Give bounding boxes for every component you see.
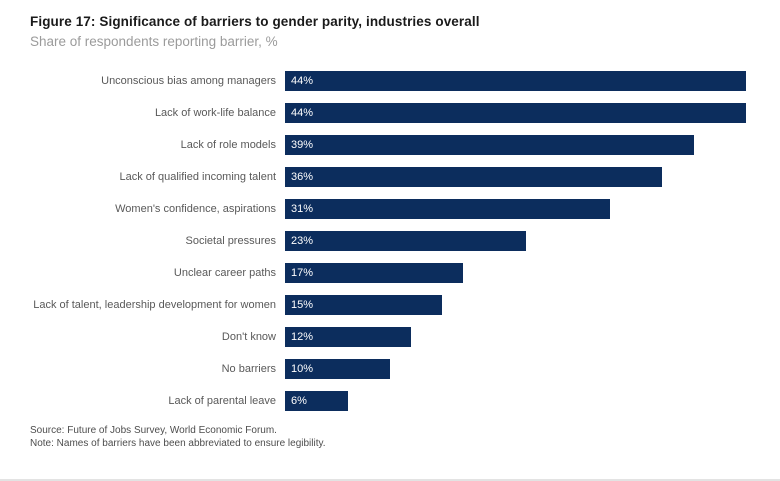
bar-label: Lack of work-life balance — [154, 106, 276, 119]
chart-row: Don't know 12% — [30, 321, 746, 353]
bar-label: Unconscious bias among managers — [101, 74, 276, 87]
bar-track: 44% — [285, 103, 746, 123]
figure-subtitle: Share of respondents reporting barrier, … — [30, 34, 278, 49]
chart-row: Unclear career paths 17% — [30, 257, 746, 289]
chart-row: Unconscious bias among managers 44% — [30, 65, 746, 97]
bar: 17% — [285, 263, 464, 283]
bar-track: 10% — [285, 359, 746, 379]
bar-value: 23% — [291, 235, 314, 247]
figure-footer: Source: Future of Jobs Survey, World Eco… — [30, 425, 746, 450]
bar-chart: Unconscious bias among managers 44% Lack o… — [30, 65, 746, 417]
bar-value: 39% — [291, 139, 314, 151]
bar-track: 36% — [285, 167, 746, 187]
bar-track: 39% — [285, 135, 746, 155]
source-note: Source: Future of Jobs Survey, World Eco… — [30, 425, 277, 436]
bar-track: 12% — [285, 327, 746, 347]
bar-track: 17% — [285, 263, 746, 283]
bar-value: 12% — [291, 331, 314, 343]
bar-label: Lack of parental leave — [168, 394, 276, 407]
figure-title: Figure 17: Significance of barriers to g… — [30, 14, 480, 29]
bar-label: Lack of talent, leadership development f… — [33, 298, 276, 311]
bar: 44% — [285, 71, 746, 91]
bar-value: 36% — [291, 171, 314, 183]
abbreviation-note: Note: Names of barriers have been abbrev… — [30, 437, 326, 449]
bar-value: 10% — [291, 363, 314, 375]
bar-track: 31% — [285, 199, 746, 219]
bar-label: Lack of role models — [180, 138, 276, 151]
bar-label: Lack of qualified incoming talent — [119, 170, 276, 183]
bar-value: 6% — [291, 395, 307, 407]
bar-value: 44% — [291, 75, 314, 87]
chart-row: Lack of talent, leadership development f… — [30, 289, 746, 321]
bar: 6% — [285, 391, 348, 411]
chart-row: Lack of qualified incoming talent 36% — [30, 161, 746, 193]
bar-value: 44% — [291, 107, 314, 119]
bar: 44% — [285, 103, 746, 123]
bar-label: Unclear career paths — [173, 266, 276, 279]
bar-track: 44% — [285, 71, 746, 91]
chart-row: Lack of parental leave 6% — [30, 385, 746, 417]
bar-label: Don't know — [221, 330, 276, 343]
bar-label: Women's confidence, aspirations — [115, 202, 276, 215]
bar-value: 31% — [291, 203, 314, 215]
chart-row: Lack of role models 39% — [30, 129, 746, 161]
bar-track: 15% — [285, 295, 746, 315]
bar-value: 17% — [291, 267, 314, 279]
bar-label: Societal pressures — [185, 234, 277, 247]
chart-row: Societal pressures 23% — [30, 225, 746, 257]
bar: 31% — [285, 199, 610, 219]
chart-row: No barriers 10% — [30, 353, 746, 385]
chart-row: Lack of work-life balance 44% — [30, 97, 746, 129]
bar: 12% — [285, 327, 411, 347]
bar-track: 23% — [285, 231, 746, 251]
bar: 36% — [285, 167, 663, 187]
bar: 10% — [285, 359, 390, 379]
bar-label: No barriers — [221, 362, 276, 375]
bar: 39% — [285, 135, 694, 155]
bar: 15% — [285, 295, 443, 315]
bar-value: 15% — [291, 299, 314, 311]
bar-track: 6% — [285, 391, 746, 411]
chart-row: Women's confidence, aspirations 31% — [30, 193, 746, 225]
bar: 23% — [285, 231, 526, 251]
